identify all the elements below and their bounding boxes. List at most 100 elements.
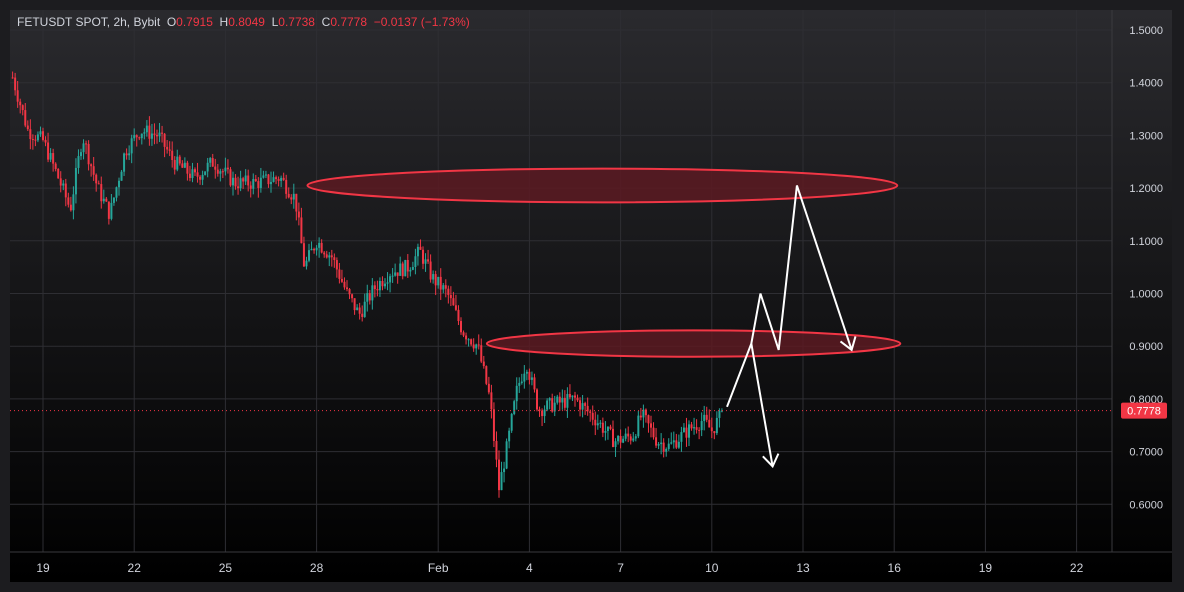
candle-body — [439, 276, 442, 290]
candle-body — [249, 185, 252, 189]
candle-body — [490, 392, 493, 410]
projection-path[interactable] — [750, 343, 774, 467]
candle-body — [72, 194, 75, 211]
candle-body — [705, 414, 708, 420]
candle-body — [530, 377, 533, 380]
time-tick-label: 25 — [219, 561, 233, 575]
candle-body — [622, 438, 625, 443]
candle-body — [186, 162, 189, 174]
candle-body — [277, 179, 280, 181]
time-axis[interactable]: 19 22 25 28 Feb 4 7 10 13 16 19 22 — [36, 561, 1083, 575]
candle-body — [143, 132, 146, 134]
candle-body — [100, 184, 103, 202]
candle-body — [118, 180, 120, 188]
candle-body — [87, 143, 90, 165]
candle-body — [665, 448, 668, 452]
candle-body — [52, 153, 55, 164]
candle-body — [667, 443, 670, 449]
candle-body — [406, 259, 409, 272]
candle-body — [330, 255, 333, 258]
candle-body — [292, 193, 295, 200]
high-label: H — [219, 15, 229, 29]
candle-body — [477, 344, 480, 346]
candle-body — [21, 105, 24, 111]
candle-body — [574, 395, 576, 398]
projection-path[interactable] — [726, 185, 853, 408]
time-tick-label: 19 — [979, 561, 993, 575]
candle-body — [556, 396, 559, 403]
candle-body — [541, 410, 544, 417]
candle-body — [642, 409, 645, 418]
price-tick-label: 1.4000 — [1129, 78, 1163, 90]
candle-body — [105, 198, 108, 202]
candle-body — [47, 142, 50, 160]
candle-body — [361, 313, 364, 317]
candle-body — [606, 426, 609, 431]
candle-body — [543, 409, 546, 417]
candle-body — [204, 171, 207, 175]
candle-body — [437, 276, 440, 286]
time-tick-label: 22 — [1070, 561, 1084, 575]
candle-body — [629, 436, 632, 441]
candle-body — [308, 250, 310, 261]
candle-body — [54, 163, 57, 169]
candle-body — [399, 263, 402, 276]
candle-body — [196, 172, 199, 177]
candle-body — [579, 400, 582, 410]
candle-body — [161, 132, 164, 134]
candle-body — [219, 171, 222, 174]
candle-body — [59, 178, 62, 186]
candle-body — [232, 177, 234, 186]
chart-background — [10, 10, 1172, 582]
candle-body — [264, 174, 267, 176]
price-tick-label: 1.2000 — [1129, 183, 1163, 195]
candle-body — [102, 198, 105, 202]
candle-body — [584, 403, 587, 406]
candle-body — [320, 242, 323, 253]
candle-body — [586, 405, 589, 412]
price-zone-ellipse[interactable] — [485, 329, 902, 358]
candle-body — [462, 332, 465, 336]
candle-body — [285, 179, 288, 194]
candle-body — [523, 373, 526, 382]
candle-body — [401, 263, 404, 277]
candle-body — [419, 246, 422, 250]
candle-body — [617, 435, 620, 442]
candle-body — [216, 169, 219, 174]
grid — [10, 10, 1112, 552]
candle-body — [467, 339, 470, 341]
time-tick-label: 28 — [310, 561, 324, 575]
candle-body — [685, 427, 688, 438]
candle-body — [31, 139, 34, 141]
price-axis[interactable]: 1.5000 1.4000 1.3000 1.2000 1.1000 1.0000 0.90… — [1129, 25, 1163, 511]
candle-body — [568, 393, 571, 398]
last-price-tag: 0.7778 — [1121, 402, 1167, 419]
symbol-header: FETUSDT SPOT, 2h, Bybit O0.7915 H0.8049 … — [17, 15, 470, 29]
candle-body — [183, 162, 186, 168]
candle-body — [318, 242, 321, 248]
candle-body — [434, 274, 437, 286]
candle-body — [125, 153, 128, 156]
candle-body — [449, 294, 452, 299]
candle-body — [599, 422, 602, 424]
low-label: L — [271, 15, 279, 29]
candle-body — [358, 307, 361, 314]
candle-body — [226, 167, 229, 170]
time-tick-label: Feb — [428, 561, 449, 575]
candle-body — [166, 146, 169, 150]
price-tick-label: 0.7000 — [1129, 447, 1163, 459]
candle-body — [138, 137, 141, 139]
candle-body — [176, 156, 179, 170]
symbol-label[interactable]: FETUSDT SPOT, 2h, Bybit — [17, 15, 161, 29]
candle-body — [74, 167, 77, 195]
candle-body — [416, 246, 419, 257]
high-value: 0.8049 — [228, 15, 265, 29]
candle-body — [178, 156, 181, 164]
price-zone-ellipse[interactable] — [306, 167, 899, 204]
candle-body — [619, 435, 622, 443]
candle-body — [614, 441, 617, 447]
candle-body — [536, 389, 538, 410]
candle-body — [153, 133, 156, 135]
candle-body — [670, 442, 673, 444]
last-price-tag-bg — [1121, 402, 1167, 419]
